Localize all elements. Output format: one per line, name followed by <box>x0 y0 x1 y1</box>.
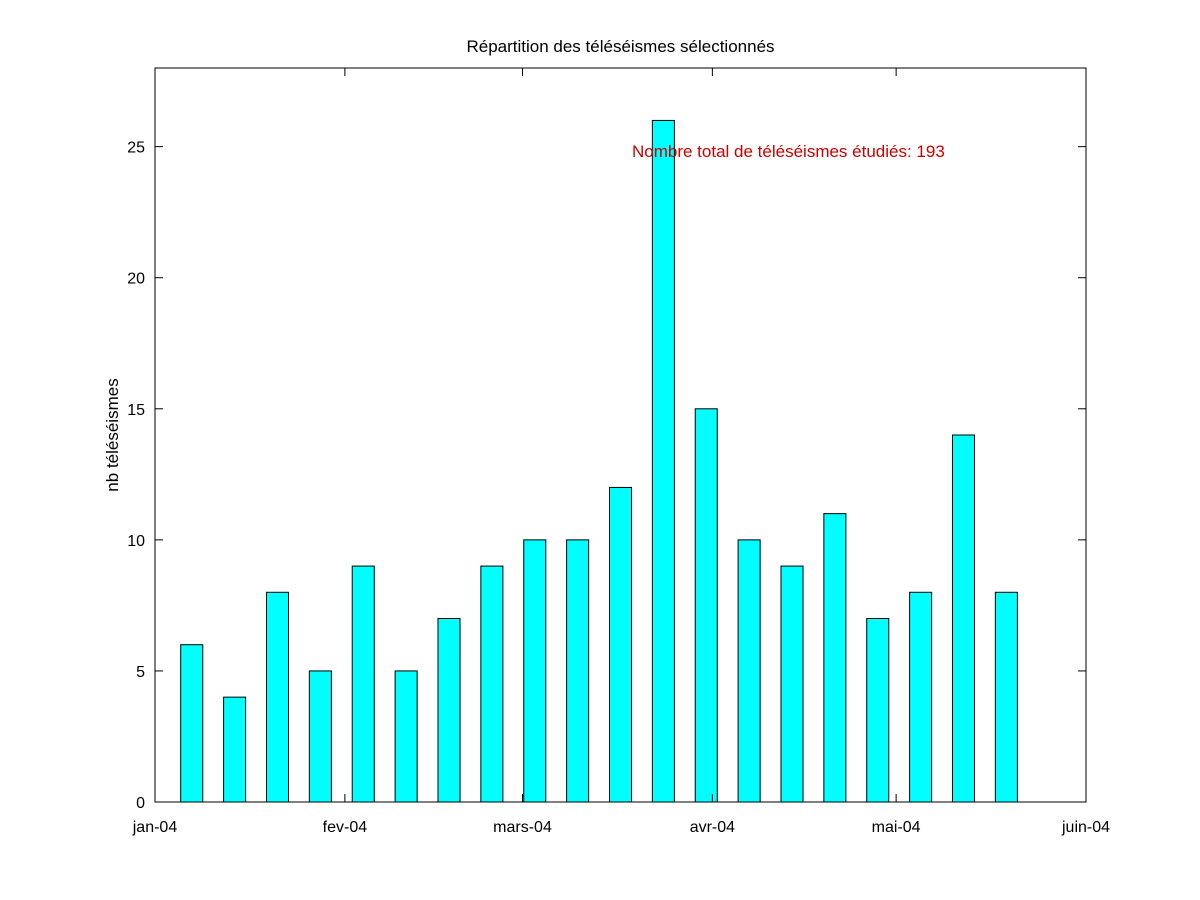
bar-16 <box>823 513 847 803</box>
bar-7 <box>437 618 461 803</box>
bar-20 <box>994 591 1018 803</box>
bar-3 <box>265 591 290 803</box>
x-tick-label: fev-04 <box>323 819 368 836</box>
y-tick-label: 20 <box>127 271 145 288</box>
bar-19 <box>951 434 976 803</box>
bar-9 <box>523 539 547 803</box>
bar-8 <box>480 565 504 803</box>
bar-13 <box>694 408 718 803</box>
bar-11 <box>608 486 633 803</box>
plot-frame <box>154 67 1087 803</box>
y-tick-label: 15 <box>127 402 145 419</box>
y-tick-label: 10 <box>127 533 145 550</box>
x-tick-label: avr-04 <box>690 819 735 836</box>
x-tick-label: mai-04 <box>872 819 921 836</box>
total-count-annotation: Nombre total de téléséismes étudiés: 193 <box>632 142 945 161</box>
bar-15 <box>780 565 804 803</box>
bar-18 <box>909 591 933 803</box>
bar-4 <box>308 670 332 803</box>
x-tick-label: juin-04 <box>1061 819 1110 836</box>
y-tick-label: 25 <box>127 140 145 157</box>
bar-12 <box>651 119 675 803</box>
bar-14 <box>737 539 761 803</box>
x-tick-label: jan-04 <box>132 819 178 836</box>
bar-2 <box>223 696 247 803</box>
y-tick-label: 0 <box>136 795 145 812</box>
bars-group <box>180 119 1018 803</box>
bar-6 <box>394 670 418 803</box>
x-tick-label: mars-04 <box>493 819 552 836</box>
bar-1 <box>180 644 204 803</box>
bar-5 <box>351 565 375 803</box>
bar-10 <box>566 539 590 803</box>
bar-17 <box>866 618 890 803</box>
y-tick-label: 5 <box>136 664 145 681</box>
y-axis-label: nb téléséismes <box>103 378 122 491</box>
chart-title: Répartition des téléséismes sélectionnés <box>466 37 774 56</box>
ticks-group: 0 5 10 15 20 25 jan-04 fev-04 mars-04 avr-04 mai-0… <box>127 68 1110 836</box>
